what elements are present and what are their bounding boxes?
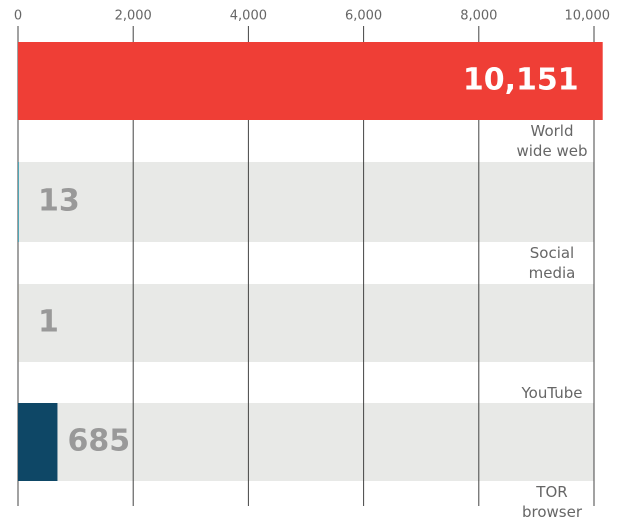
x-tick-label: 0 <box>14 9 22 24</box>
x-tick-label: 4,000 <box>230 9 267 24</box>
x-tick-label: 2,000 <box>115 9 152 24</box>
x-tick-label: 6,000 <box>345 9 382 24</box>
value-label: 1 <box>38 305 59 340</box>
category-label: TOR browser <box>521 483 582 521</box>
bar <box>18 403 58 481</box>
value-label: 685 <box>67 424 130 459</box>
bar <box>18 162 19 242</box>
bar-background <box>18 162 594 242</box>
category-label: YouTube <box>521 384 583 402</box>
x-tick-label: 8,000 <box>460 9 497 24</box>
value-label: 13 <box>38 184 80 219</box>
bar <box>18 42 603 120</box>
value-label: 10,151 <box>463 63 579 98</box>
category-label: World wide web <box>516 122 588 160</box>
x-tick-label: 10,000 <box>565 9 611 24</box>
bar-background <box>18 403 594 481</box>
category-label: Social media <box>528 244 576 282</box>
bar-background <box>18 284 594 362</box>
